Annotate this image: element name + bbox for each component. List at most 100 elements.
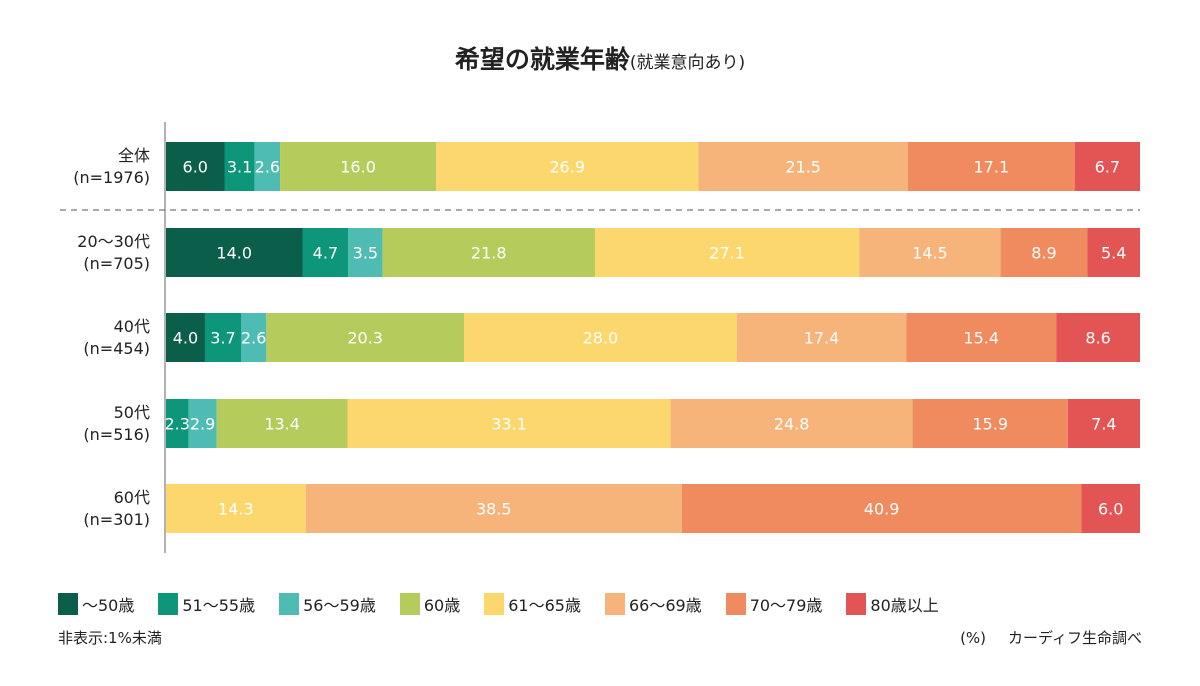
data-label: 24.8	[774, 415, 810, 434]
data-label: 2.9	[190, 415, 215, 434]
bar-segment	[594, 228, 860, 277]
data-label: 13.4	[264, 415, 300, 434]
legend-label: 〜50歳	[82, 596, 135, 615]
note-hidden: 非表示:1%未満	[58, 629, 162, 647]
category-label: 全体	[118, 146, 150, 165]
bar-segment	[912, 399, 1068, 448]
category-count: (n=454)	[83, 339, 150, 358]
bar-segment	[240, 313, 267, 362]
data-label: 3.1	[227, 158, 252, 177]
source-label: カーディフ生命調べ	[1008, 629, 1142, 647]
data-label: 21.8	[471, 244, 507, 263]
bar-segment	[906, 313, 1057, 362]
legend-swatch	[604, 593, 625, 615]
legend-item: 70〜79歳	[725, 592, 822, 616]
category-label: 20〜30代	[77, 232, 150, 251]
bar-segment	[907, 142, 1075, 191]
legend-label: 51〜55歳	[182, 596, 256, 615]
bar-segment	[681, 484, 1082, 533]
data-label: 15.9	[972, 415, 1008, 434]
legend-swatch	[484, 593, 505, 615]
legend-item: 61〜65歳	[484, 592, 581, 616]
bar-segment	[1000, 228, 1088, 277]
legend-swatch	[846, 593, 867, 615]
data-label: 28.0	[583, 329, 619, 348]
data-label: 38.5	[476, 500, 512, 519]
bar-segment	[266, 313, 465, 362]
category-label: 60代	[114, 488, 150, 507]
legend-label: 60歳	[423, 596, 461, 615]
bar-segment	[254, 142, 281, 191]
category-count: (n=1976)	[73, 168, 150, 187]
data-label: 3.5	[353, 244, 378, 263]
bar-segment	[204, 313, 241, 362]
chart-title: 希望の就業年齢(就業意向あり)	[0, 40, 1200, 76]
bar-segment	[216, 399, 348, 448]
bar-segment	[166, 228, 303, 277]
legend-swatch	[725, 593, 746, 615]
data-label: 2.6	[255, 158, 280, 177]
bar-segment	[1087, 228, 1140, 277]
bar-segment	[166, 142, 225, 191]
source-area: (%) カーディフ生命調べ	[938, 627, 1142, 648]
category-label: 50代	[114, 403, 150, 422]
data-label: 6.7	[1095, 158, 1120, 177]
data-label: 26.9	[549, 158, 585, 177]
data-label: 15.4	[963, 329, 999, 348]
data-label: 2.6	[241, 329, 266, 348]
unit-label: (%)	[960, 629, 987, 647]
data-label: 2.3	[164, 415, 189, 434]
bar-segment	[280, 142, 437, 191]
legend-swatch	[279, 593, 300, 615]
data-label: 4.7	[313, 244, 338, 263]
data-label: 8.9	[1031, 244, 1056, 263]
legend-label: 80歳以上	[870, 596, 939, 615]
category-count: (n=301)	[83, 510, 150, 529]
data-label: 33.1	[491, 415, 527, 434]
legend-item: 51〜55歳	[158, 592, 255, 616]
bar-segment	[166, 313, 205, 362]
legend-swatch	[58, 593, 78, 615]
data-label: 6.0	[1098, 500, 1123, 519]
bar-segment	[670, 399, 913, 448]
data-label: 6.0	[183, 158, 208, 177]
legend-item: 66〜69歳	[604, 592, 702, 616]
data-label: 20.3	[347, 329, 383, 348]
category-count: (n=705)	[83, 254, 150, 273]
bar-segment	[188, 399, 217, 448]
bar-segment	[302, 228, 349, 277]
bar-segment	[348, 228, 383, 277]
bar-segment	[305, 484, 682, 533]
data-label: 40.9	[864, 500, 900, 519]
data-label: 27.1	[709, 244, 745, 263]
bar-segment	[1067, 399, 1140, 448]
data-label: 7.4	[1091, 415, 1116, 434]
category-label: 40代	[114, 317, 150, 336]
data-label: 17.4	[804, 329, 840, 348]
legend-swatch	[158, 593, 179, 615]
bar-segment	[1074, 142, 1140, 191]
bar-segment	[464, 313, 737, 362]
category-count: (n=516)	[83, 425, 150, 444]
title-sub: (就業意向あり)	[629, 53, 746, 73]
legend-swatch	[399, 593, 420, 615]
data-label: 16.0	[340, 158, 376, 177]
bar-segment	[1056, 313, 1140, 362]
bar-segment	[436, 142, 699, 191]
data-label: 14.5	[912, 244, 948, 263]
bar-segment	[698, 142, 908, 191]
data-label: 3.7	[210, 329, 235, 348]
data-label: 17.1	[974, 158, 1010, 177]
bar-segment	[166, 399, 189, 448]
legend-label: 61〜65歳	[508, 596, 581, 615]
data-label: 8.6	[1085, 329, 1110, 348]
legend-item: 〜50歳	[58, 592, 134, 616]
bar-segment	[347, 399, 671, 448]
legend-label: 66〜69歳	[628, 596, 702, 615]
legend-item: 60歳	[399, 592, 461, 616]
data-label: 5.4	[1101, 244, 1126, 263]
data-label: 21.5	[785, 158, 821, 177]
legend-label: 56〜59歳	[303, 596, 376, 615]
